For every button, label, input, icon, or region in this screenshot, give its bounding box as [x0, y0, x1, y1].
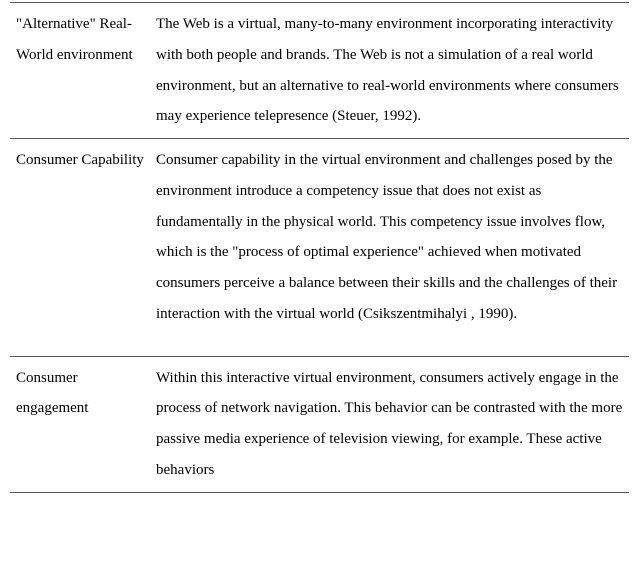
definition-text: Consumer capability in the virtual envir…	[156, 152, 617, 322]
definition-cell: Consumer capability in the virtual envir…	[150, 139, 629, 357]
term-cell: Consumer Capability	[10, 139, 150, 357]
term-text: Consumer engagement	[16, 370, 88, 417]
table-row: Consumer Capability Consumer capability …	[10, 139, 629, 357]
table-row: "Alternative" Real-World environment The…	[10, 3, 629, 139]
definition-text: Within this interactive virtual environm…	[156, 370, 622, 478]
term-cell: "Alternative" Real-World environment	[10, 3, 150, 139]
definitions-table: "Alternative" Real-World environment The…	[10, 2, 629, 493]
table-row: Consumer engagement Within this interact…	[10, 356, 629, 492]
page: "Alternative" Real-World environment The…	[0, 0, 639, 573]
definition-cell: The Web is a virtual, many-to-many envir…	[150, 3, 629, 139]
definition-cell: Within this interactive virtual environm…	[150, 356, 629, 492]
definition-text: The Web is a virtual, many-to-many envir…	[156, 16, 619, 124]
term-text: "Alternative" Real-World environment	[16, 16, 133, 63]
term-cell: Consumer engagement	[10, 356, 150, 492]
term-text: Consumer Capability	[16, 152, 144, 168]
